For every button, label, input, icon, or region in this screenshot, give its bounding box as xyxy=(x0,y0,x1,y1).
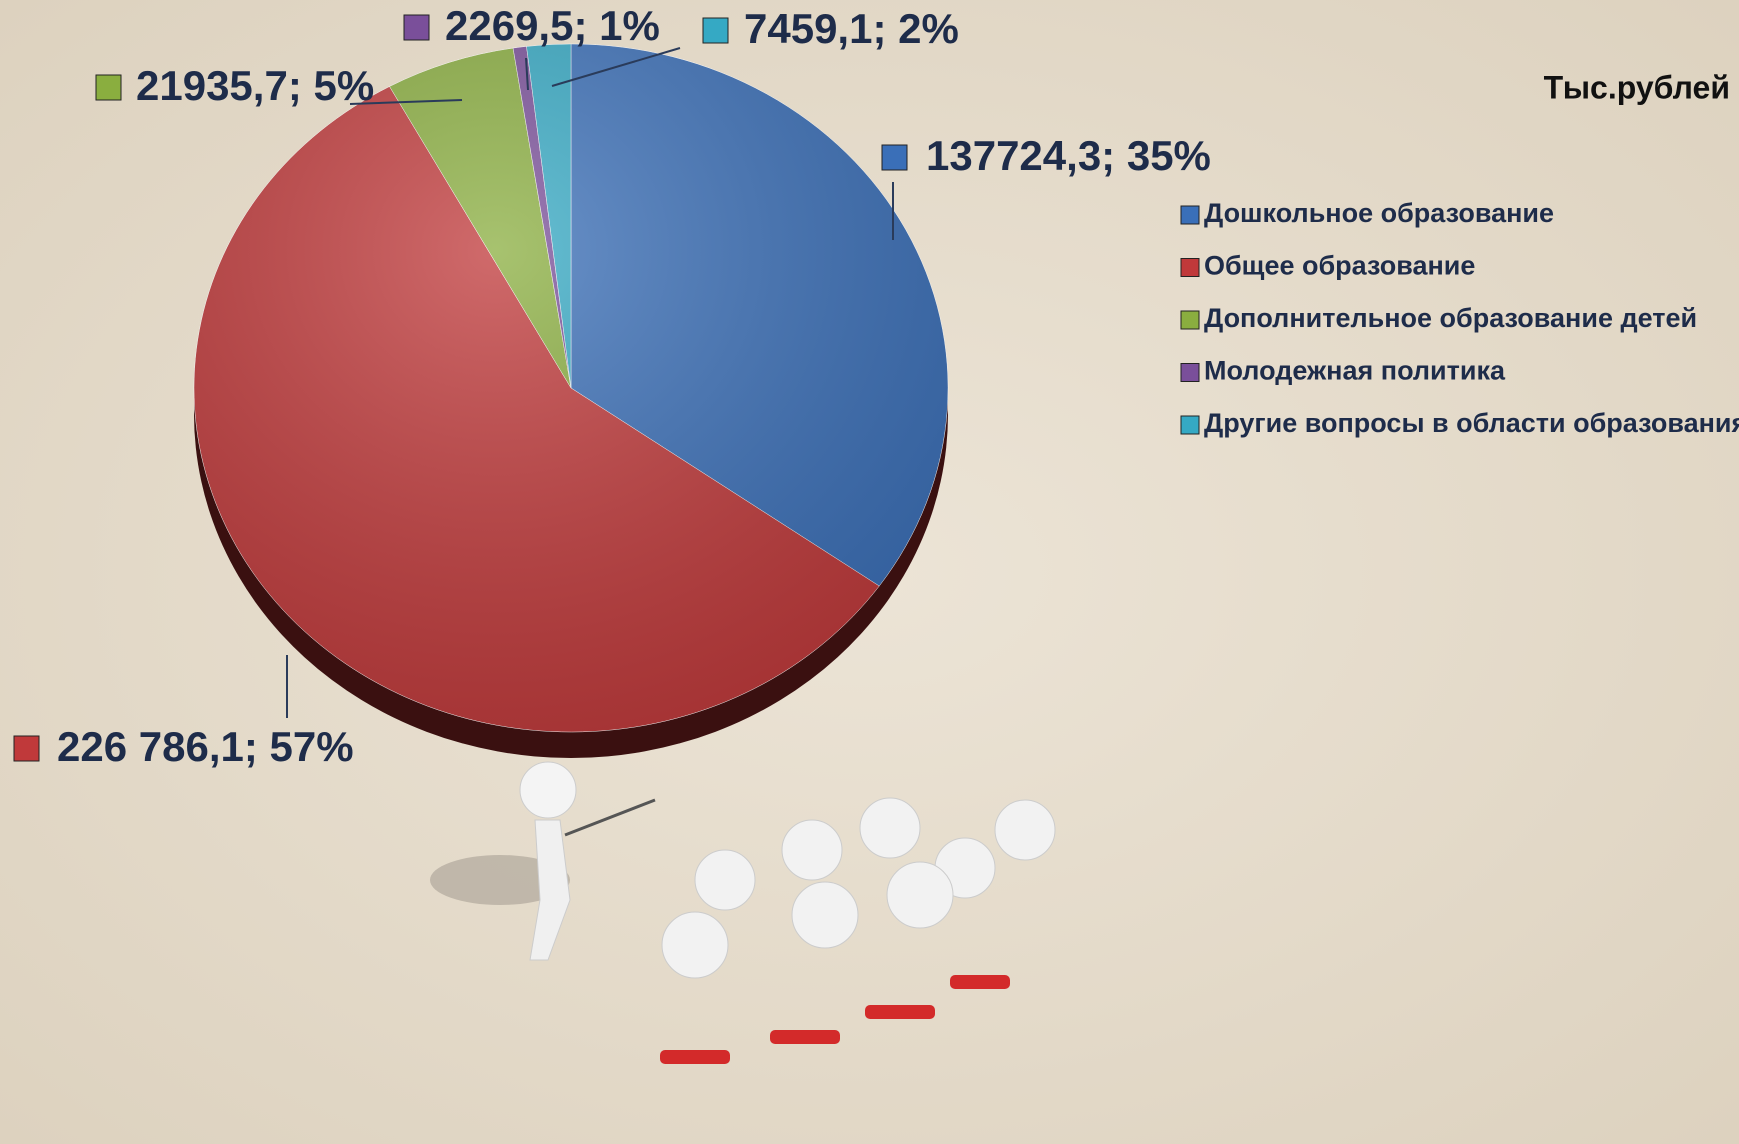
legend-swatch xyxy=(1180,310,1200,330)
label-marker xyxy=(403,14,430,41)
leader-line xyxy=(525,57,529,91)
leader-line xyxy=(551,47,681,87)
legend-label: Другие вопросы в области образования xyxy=(1204,408,1739,438)
legend-label: Молодежная политика xyxy=(1204,356,1506,386)
illustration xyxy=(430,761,1056,1064)
label-marker xyxy=(881,144,908,171)
data-label: 7459,1; 2% xyxy=(744,5,959,52)
data-label: 2269,5; 1% xyxy=(445,2,660,49)
legend-swatch xyxy=(1180,415,1200,435)
legend-label: Дополнительное образование детей xyxy=(1204,303,1697,333)
legend-swatch xyxy=(1180,258,1200,277)
legend-swatch xyxy=(1180,363,1200,382)
label-marker xyxy=(13,735,40,762)
label-marker xyxy=(702,17,729,44)
legend-swatch xyxy=(1180,205,1200,225)
data-label: 137724,3; 35% xyxy=(926,132,1211,179)
data-label: 226 786,1; 57% xyxy=(57,723,354,770)
legend-label: Дошкольное образование xyxy=(1204,198,1554,228)
leader-line xyxy=(349,99,463,105)
unit-label: Тыс.рублей xyxy=(1544,69,1730,105)
label-marker xyxy=(95,74,122,101)
data-label: 21935,7; 5% xyxy=(136,62,374,109)
legend-label: Общее образование xyxy=(1204,251,1475,281)
